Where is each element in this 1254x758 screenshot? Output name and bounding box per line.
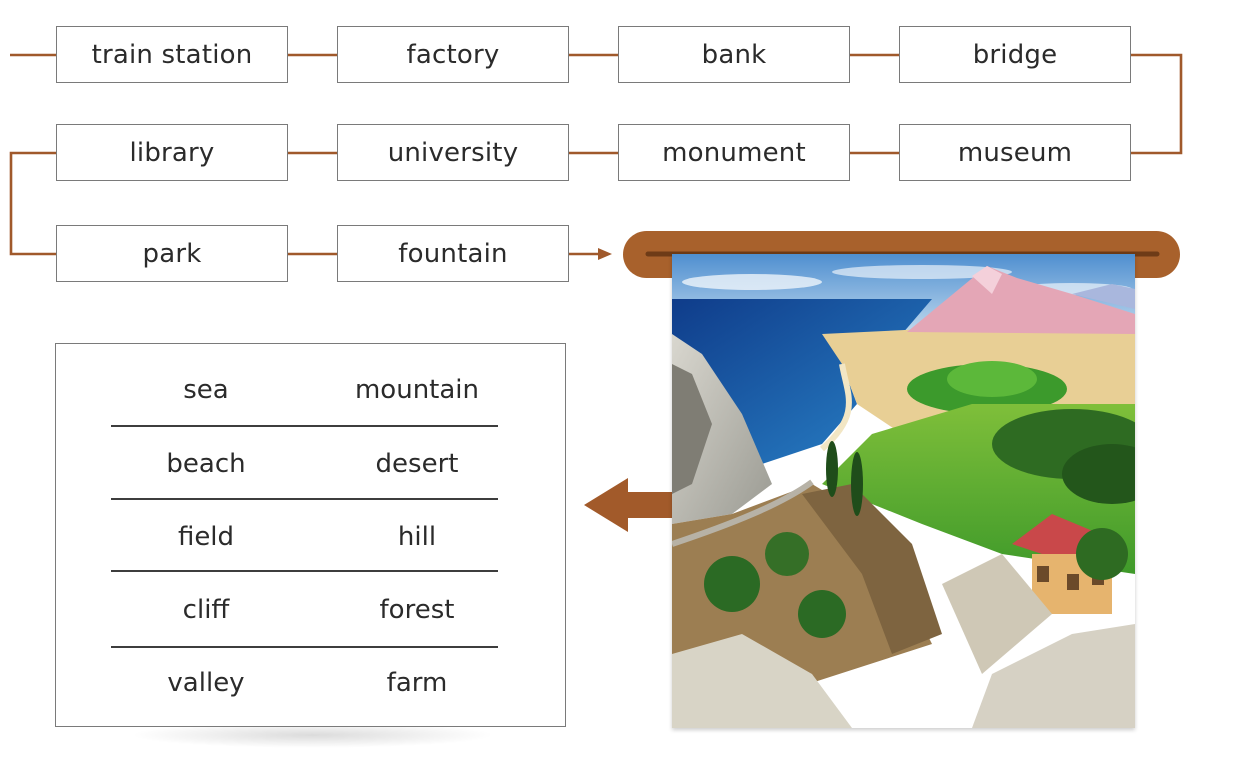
flow-box-university: university <box>337 124 569 181</box>
vocab-word: valley <box>167 668 245 698</box>
vocab-word: farm <box>386 668 448 698</box>
flow-box-label: train station <box>91 39 253 70</box>
vocab-divider <box>111 425 498 427</box>
landscape-illustration <box>672 254 1135 728</box>
vocab-divider <box>111 646 498 648</box>
vocab-row: sea mountain <box>111 360 498 420</box>
landscape-icon <box>672 254 1135 728</box>
flow-box-label: bridge <box>972 39 1058 70</box>
vocabulary-panel: sea mountain beach desert field hill cli… <box>55 343 566 727</box>
vocab-divider <box>111 498 498 500</box>
vocab-word: hill <box>397 522 437 552</box>
vocab-word: cliff <box>182 595 230 625</box>
flow-box-park: park <box>56 225 288 282</box>
flow-box-label: university <box>387 137 519 168</box>
flow-box-library: library <box>56 124 288 181</box>
vocab-divider <box>111 570 498 572</box>
flow-arrowhead <box>598 248 612 260</box>
flow-box-fountain: fountain <box>337 225 569 282</box>
flow-box-label: monument <box>662 137 806 168</box>
vocab-word: mountain <box>354 375 480 405</box>
flow-box-label: fountain <box>398 238 508 269</box>
flow-box-museum: museum <box>899 124 1131 181</box>
flow-box-monument: monument <box>618 124 850 181</box>
flow-box-bank: bank <box>618 26 850 83</box>
vocab-word: desert <box>375 449 459 479</box>
flow-box-bridge: bridge <box>899 26 1131 83</box>
flow-box-label: library <box>129 137 215 168</box>
flow-box-label: bank <box>701 39 767 70</box>
left-arrow-icon <box>584 478 697 532</box>
flow-box-train-station: train station <box>56 26 288 83</box>
flow-box-label: factory <box>406 39 500 70</box>
vocab-word: field <box>177 522 235 552</box>
flow-box-factory: factory <box>337 26 569 83</box>
vocab-row: field hill <box>111 507 498 567</box>
vocab-row: beach desert <box>111 434 498 494</box>
vocab-word: beach <box>166 449 246 479</box>
vocab-word: forest <box>379 595 455 625</box>
flow-box-label: park <box>142 238 202 269</box>
vocab-word: sea <box>183 375 229 405</box>
vocab-row: cliff forest <box>111 580 498 640</box>
flow-box-label: museum <box>957 137 1073 168</box>
vocab-row: valley farm <box>111 653 498 713</box>
